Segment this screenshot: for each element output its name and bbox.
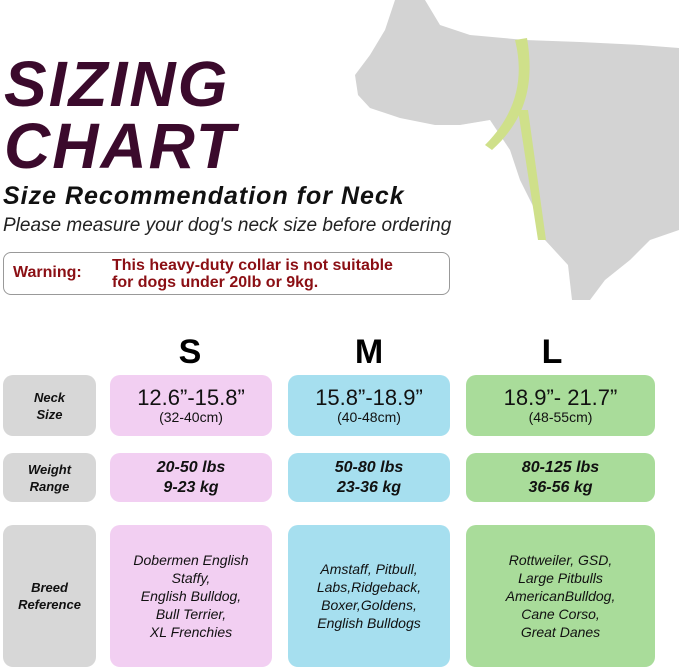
breed-line: Boxer,Goldens, xyxy=(321,597,417,613)
warning-line: for dogs under 20lb or 9kg. xyxy=(112,274,319,291)
weight-cell-m: 50-80 lbs 23-36 kg xyxy=(288,453,450,502)
weight-kg: 36-56 kg xyxy=(528,478,593,496)
breed-cell-m: Amstaff, Pitbull, Labs,Ridgeback, Boxer,… xyxy=(288,525,450,667)
weight-lbs: 80-125 lbs xyxy=(521,458,600,476)
label-text: Neck xyxy=(33,389,66,405)
breed-line: Dobermen English xyxy=(133,552,249,568)
row-label-neck-size: Neck Size xyxy=(3,375,96,436)
weight-cell-l: 80-125 lbs 36-56 kg xyxy=(466,453,655,502)
row-label-weight-range: Weight Range xyxy=(3,453,96,502)
label-text: Range xyxy=(29,478,70,494)
weight-lbs: 50-80 lbs xyxy=(334,458,404,476)
instruction-text: Please measure your dog's neck size befo… xyxy=(3,215,452,236)
breed-line: Labs,Ridgeback, xyxy=(316,579,422,595)
title-line-2: CHART xyxy=(4,110,237,182)
breed-line: AmericanBulldog, xyxy=(505,588,616,604)
neck-inches: 18.9”- 21.7” xyxy=(503,384,618,410)
neck-cell-l: 18.9”- 21.7” (48-55cm) xyxy=(466,375,655,436)
breed-cell-l: Rottweiler, GSD, Large Pitbulls American… xyxy=(466,525,655,667)
breed-line: Amstaff, Pitbull, xyxy=(320,561,418,577)
warning-label: Warning: xyxy=(13,264,82,281)
weight-kg: 9-23 kg xyxy=(163,478,219,496)
dog-silhouette-image xyxy=(355,0,679,300)
breed-line: Great Danes xyxy=(520,624,601,640)
breed-line: Cane Corso, xyxy=(521,606,600,622)
row-label-breed-reference: Breed Reference xyxy=(3,525,96,667)
size-header-m: M xyxy=(354,333,384,371)
weight-kg: 23-36 kg xyxy=(336,478,402,496)
neck-cell-m: 15.8”-18.9” (40-48cm) xyxy=(288,375,450,436)
neck-cell-s: 12.6”-15.8” (32-40cm) xyxy=(110,375,272,436)
breed-line: Bull Terrier, xyxy=(155,606,227,622)
breed-line: Staffy, xyxy=(171,570,211,586)
label-text: Size xyxy=(36,406,63,422)
label-text: Weight xyxy=(27,461,72,477)
neck-inches: 12.6”-15.8” xyxy=(137,384,245,410)
breed-line: English Bulldog, xyxy=(140,588,242,604)
warning-box: Warning: This heavy-duty collar is not s… xyxy=(3,252,450,295)
weight-cell-s: 20-50 lbs 9-23 kg xyxy=(110,453,272,502)
neck-cm: (48-55cm) xyxy=(528,408,593,425)
warning-message: This heavy-duty collar is not suitable f… xyxy=(112,257,393,291)
neck-cm: (32-40cm) xyxy=(159,408,223,425)
breed-line: English Bulldogs xyxy=(317,615,421,631)
subtitle: Size Recommendation for Neck xyxy=(3,182,405,210)
breed-line: Large Pitbulls xyxy=(518,570,603,586)
breed-cell-s: Dobermen English Staffy, English Bulldog… xyxy=(110,525,272,667)
breed-line: Rottweiler, GSD, xyxy=(508,552,613,568)
breed-line: XL Frenchies xyxy=(149,624,233,640)
label-text: Breed xyxy=(31,580,68,595)
label-text: Reference xyxy=(18,597,81,612)
warning-line: This heavy-duty collar is not suitable xyxy=(112,257,393,274)
size-header-s: S xyxy=(178,333,202,371)
size-header-l: L xyxy=(541,333,563,371)
neck-cm: (40-48cm) xyxy=(337,408,401,425)
weight-lbs: 20-50 lbs xyxy=(156,458,226,476)
neck-inches: 15.8”-18.9” xyxy=(315,384,423,410)
title-line-1: SIZING xyxy=(4,48,230,120)
